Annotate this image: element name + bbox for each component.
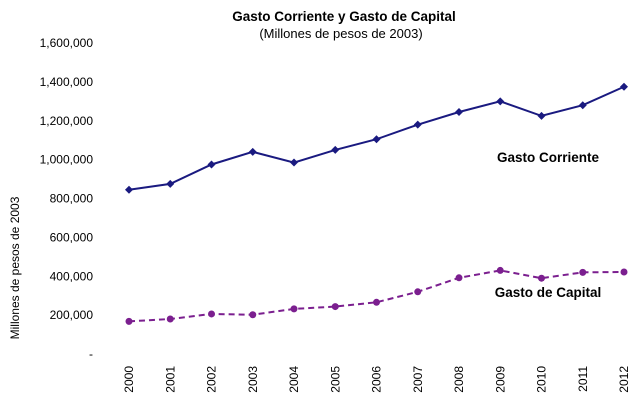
series-layer [125, 82, 628, 325]
data-point-gasto-corriente [537, 111, 546, 120]
data-point-gasto-de-capital [538, 274, 545, 282]
data-point-gasto-de-capital [208, 310, 215, 318]
x-tick-label: 2007 [411, 366, 425, 393]
data-point-gasto-corriente [620, 82, 628, 91]
x-tick-label: 2010 [535, 366, 549, 393]
data-point-gasto-corriente [207, 160, 216, 169]
y-tick-label: 1,200,000 [40, 114, 94, 128]
data-point-gasto-de-capital [125, 317, 133, 325]
x-tick-label: 2004 [287, 366, 301, 393]
x-tick-label: 2000 [122, 366, 136, 393]
data-point-gasto-corriente [496, 97, 505, 106]
data-point-gasto-de-capital [579, 268, 587, 276]
data-point-gasto-corriente [290, 158, 298, 167]
data-point-gasto-de-capital [249, 311, 257, 319]
y-tick-label: 1,400,000 [40, 75, 94, 89]
data-point-gasto-de-capital [455, 274, 463, 282]
data-point-gasto-corriente [166, 179, 175, 188]
data-point-gasto-de-capital [331, 303, 339, 311]
y-tick-label: 800,000 [50, 192, 94, 206]
x-tick-label: 2009 [493, 366, 507, 393]
data-point-gasto-de-capital [496, 266, 504, 274]
series-label-gasto-de-capital: Gasto de Capital [495, 285, 602, 300]
y-axis-ticks: - 200,000 400,000 600,000 800,000 1,000,000 1,… [40, 36, 94, 361]
x-tick-label: 2001 [163, 366, 177, 393]
data-point-gasto-corriente [125, 185, 133, 194]
y-tick-label: 1,000,000 [40, 153, 94, 167]
x-tick-label: 2011 [576, 366, 590, 392]
series-label-gasto-corriente: Gasto Corriente [497, 150, 600, 165]
x-tick-label: 2005 [328, 366, 342, 393]
data-point-gasto-corriente [578, 101, 587, 110]
y-axis-label: Millones de pesos de 2003 [8, 196, 22, 339]
x-axis-ticks: 2000 2001 2002 2003 2004 2005 2006 2007 2008 2009… [122, 366, 631, 393]
data-point-gasto-de-capital [290, 305, 298, 313]
y-tick-label: 200,000 [50, 308, 94, 322]
x-tick-label: 2012 [617, 366, 631, 393]
y-tick-label: - [89, 347, 93, 361]
data-point-gasto-de-capital [620, 268, 628, 276]
x-tick-label: 2008 [452, 366, 466, 393]
data-point-gasto-corriente [248, 147, 257, 156]
y-tick-label: 600,000 [50, 230, 94, 244]
data-point-gasto-de-capital [166, 315, 174, 323]
data-point-gasto-corriente [413, 120, 422, 129]
x-tick-label: 2003 [246, 366, 260, 393]
chart-subtitle: (Millones de pesos de 2003) [259, 26, 422, 41]
data-point-gasto-de-capital [373, 298, 380, 306]
y-tick-label: 400,000 [50, 269, 94, 283]
chart-title: Gasto Corriente y Gasto de Capital [232, 9, 456, 24]
x-tick-label: 2006 [370, 366, 384, 393]
data-point-gasto-corriente [331, 145, 340, 154]
x-tick-label: 2002 [205, 366, 219, 393]
data-point-gasto-corriente [372, 135, 381, 144]
y-tick-label: 1,600,000 [40, 36, 94, 50]
data-point-gasto-de-capital [414, 288, 422, 296]
series-labels: Gasto Corriente Gasto de Capital [495, 150, 602, 300]
data-point-gasto-corriente [455, 108, 463, 117]
